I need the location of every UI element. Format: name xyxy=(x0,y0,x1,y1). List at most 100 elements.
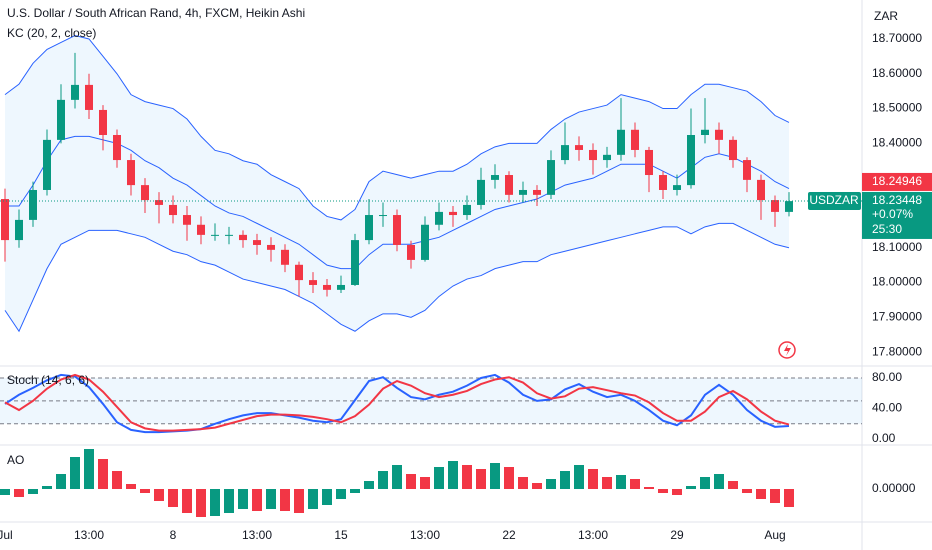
x-tick-label: Aug xyxy=(764,528,785,542)
ao-bar xyxy=(70,457,80,489)
ao-bar xyxy=(532,483,542,489)
ao-bar xyxy=(714,474,724,489)
ao-bar xyxy=(784,489,794,507)
x-tick-label: 13:00 xyxy=(242,528,272,542)
ao-bar xyxy=(392,465,402,489)
candle-body xyxy=(239,234,247,241)
ao-bar xyxy=(448,461,458,489)
replay-icon xyxy=(778,341,796,359)
candle-body xyxy=(743,160,751,180)
ao-bar xyxy=(700,477,710,489)
ao-bar xyxy=(588,469,598,489)
ao-bar xyxy=(168,489,178,507)
candle-body xyxy=(687,135,695,186)
candle-body xyxy=(183,215,191,225)
candle-body xyxy=(603,154,611,161)
y-tick-label: 18.50000 xyxy=(872,101,922,115)
candle-body xyxy=(715,129,723,140)
ao-bar xyxy=(602,477,612,489)
x-tick-label: 15 xyxy=(334,528,348,542)
ao-bar xyxy=(0,489,10,495)
candle-body xyxy=(393,215,401,245)
ao-bar xyxy=(56,474,66,489)
ao-bar xyxy=(756,489,766,499)
candle-body xyxy=(729,139,737,161)
candle-body xyxy=(211,234,219,236)
ao-bar xyxy=(476,469,486,489)
candle-body xyxy=(645,149,653,176)
pane xyxy=(0,449,794,517)
y-tick-label: 18.40000 xyxy=(872,136,922,150)
candle-body xyxy=(673,185,681,190)
x-tick-label: 13:00 xyxy=(578,528,608,542)
ao-bar xyxy=(770,489,780,503)
candle-body xyxy=(113,135,121,161)
ao-bar xyxy=(616,475,626,489)
y-tick-label: 18.70000 xyxy=(872,31,922,45)
candle-body xyxy=(533,189,541,195)
ao-bar xyxy=(406,474,416,489)
candle-body xyxy=(351,240,359,285)
ao-bar xyxy=(238,489,248,509)
ao-bar xyxy=(420,477,430,489)
ao-bar xyxy=(308,489,318,509)
candle-body xyxy=(477,179,485,205)
ao-bar xyxy=(658,489,668,493)
candle-body xyxy=(491,175,499,180)
stoch-line xyxy=(4,373,790,434)
ao-bar xyxy=(630,479,640,489)
ao-bar xyxy=(280,489,290,511)
x-tick-label: 29 xyxy=(670,528,684,542)
candle-body xyxy=(281,249,289,265)
candle-body xyxy=(519,189,527,195)
y-tick-label: 17.80000 xyxy=(872,344,922,358)
ao-bar xyxy=(350,489,360,493)
candle-body xyxy=(435,211,443,225)
candle-body xyxy=(29,189,37,220)
currency-label: ZAR xyxy=(874,9,898,23)
ao-bar xyxy=(98,459,108,489)
pane xyxy=(1,34,793,333)
candle-body xyxy=(365,215,373,241)
ao-bar xyxy=(546,479,556,489)
candle-body xyxy=(421,224,429,260)
candle-body xyxy=(463,204,471,216)
x-tick-label: 13:00 xyxy=(74,528,104,542)
candle-body xyxy=(785,201,793,212)
candle-body xyxy=(589,149,597,161)
y-tick-label: 17.90000 xyxy=(872,310,922,324)
ao-bar xyxy=(140,489,150,493)
candle-body xyxy=(505,175,513,195)
ao-bar xyxy=(336,489,346,499)
candle-body xyxy=(295,264,303,281)
ao-bar xyxy=(742,489,752,493)
y-tick-label: 80.00 xyxy=(872,370,902,384)
last-price-label: 18.23448 xyxy=(872,193,922,207)
candle-body xyxy=(155,200,163,205)
ao-bar xyxy=(28,489,38,494)
candle-body xyxy=(267,244,275,250)
ao-bar xyxy=(266,489,276,509)
candle-body xyxy=(15,219,23,241)
close-price-tag xyxy=(862,172,932,191)
candle-body xyxy=(617,129,625,155)
ao-bar xyxy=(154,489,164,501)
candle-body xyxy=(43,139,51,190)
y-tick-label: 18.00000 xyxy=(872,275,922,289)
ao-bar xyxy=(364,481,374,489)
band-line xyxy=(4,222,790,333)
ao-bar xyxy=(644,487,654,489)
candle-body xyxy=(127,160,135,186)
overlay: Jul 13:00 8 13:00 15 13:00 22 13:00 29 Aug U.S. Do… xyxy=(0,6,932,542)
candle-body xyxy=(253,240,261,245)
ao-bar xyxy=(672,489,682,495)
y-tick-label: 18.60000 xyxy=(872,66,922,80)
ao-bar xyxy=(252,489,262,511)
y-tick-label: 18.10000 xyxy=(872,240,922,254)
pane-title: AO xyxy=(7,453,24,467)
ao-bar xyxy=(196,489,206,517)
ao-bar xyxy=(14,489,24,497)
x-tick-label: 13:00 xyxy=(410,528,440,542)
